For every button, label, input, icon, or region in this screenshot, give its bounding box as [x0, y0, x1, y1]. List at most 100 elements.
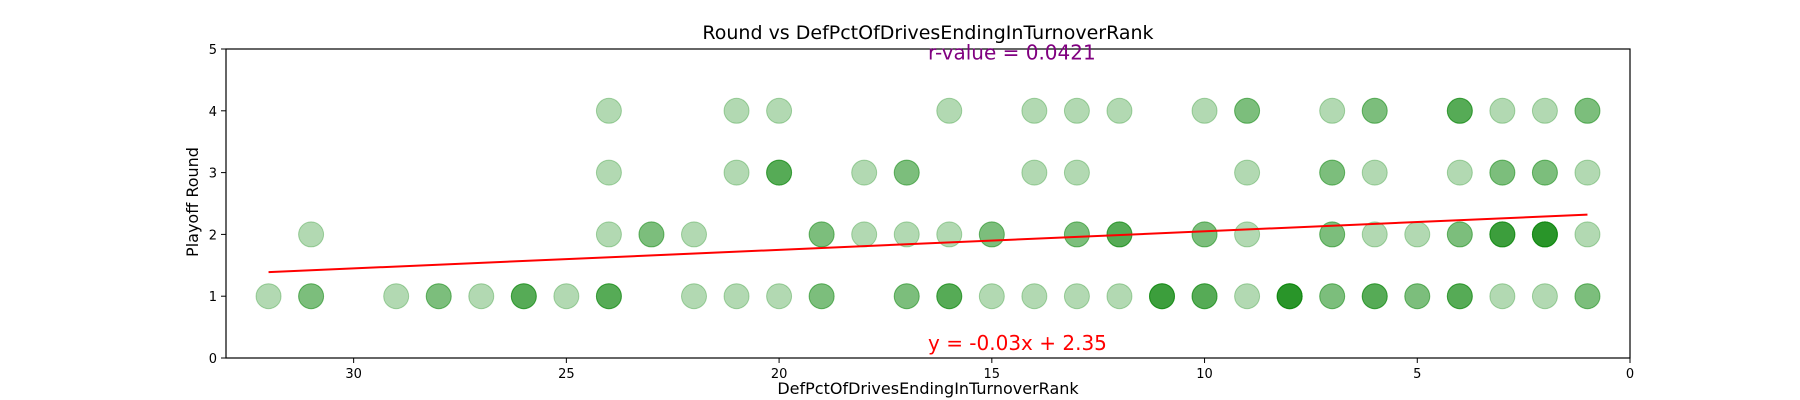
data-point: [1574, 283, 1601, 310]
data-point: [1063, 221, 1090, 248]
y-axis-label: Playoff Round: [183, 147, 202, 257]
data-point: [1404, 283, 1431, 310]
y-tick-label: 1: [209, 290, 217, 305]
x-tick-label: 10: [1196, 367, 1213, 382]
data-point: [1574, 221, 1601, 248]
y-tick-label: 2: [209, 228, 217, 243]
data-point: [425, 283, 452, 310]
data-point: [851, 221, 878, 248]
data-point: [851, 159, 878, 186]
data-point: [1489, 221, 1516, 248]
data-point: [298, 221, 325, 248]
data-point: [808, 283, 835, 310]
data-point: [1361, 221, 1388, 248]
data-point: [1489, 159, 1516, 186]
data-point: [1531, 283, 1558, 310]
data-point: [1276, 283, 1303, 310]
data-point: [893, 221, 920, 248]
data-point: [1446, 97, 1473, 124]
data-point: [1361, 283, 1388, 310]
data-point: [1531, 159, 1558, 186]
data-point: [893, 159, 920, 186]
data-point: [936, 283, 963, 310]
data-point: [1191, 97, 1218, 124]
points-layer: [255, 97, 1601, 310]
y-tick-label: 5: [209, 43, 217, 58]
data-point: [1489, 221, 1516, 248]
data-point: [1531, 221, 1558, 248]
x-tick-label: 30: [345, 367, 362, 382]
data-point: [1489, 97, 1516, 124]
data-point: [1404, 221, 1431, 248]
data-point: [1191, 283, 1218, 310]
data-point: [936, 97, 963, 124]
data-point: [978, 221, 1005, 248]
data-point: [1531, 221, 1558, 248]
data-point: [1021, 159, 1048, 186]
regression-line: [268, 213, 1588, 274]
data-point: [1489, 283, 1516, 310]
data-point: [1361, 159, 1388, 186]
data-point: [766, 159, 793, 186]
data-point: [1149, 283, 1175, 310]
data-point: [255, 283, 282, 310]
data-point: [1319, 159, 1346, 186]
data-point: [1276, 283, 1303, 310]
data-point: [723, 283, 750, 310]
data-point: [1446, 221, 1473, 248]
data-point: [1234, 283, 1261, 310]
data-point: [893, 283, 920, 310]
data-point: [1319, 159, 1346, 186]
data-point: [1276, 283, 1303, 310]
data-point: [936, 283, 963, 310]
x-tick-label: 25: [558, 367, 575, 382]
data-point: [808, 221, 835, 248]
regression-equation-label: y = -0.03x + 2.35: [928, 331, 1107, 355]
data-point: [1319, 221, 1346, 248]
data-point: [978, 283, 1005, 310]
data-point: [1063, 221, 1090, 248]
x-tick-label: 5: [1413, 367, 1421, 382]
data-point: [1149, 283, 1175, 310]
data-point: [298, 283, 325, 310]
data-point: [1574, 283, 1601, 310]
data-point: [553, 283, 580, 310]
data-point: [1574, 97, 1601, 124]
chart-title: Round vs DefPctOfDrivesEndingInTurnoverR…: [702, 22, 1153, 44]
data-point: [383, 283, 410, 310]
x-tick-label: 20: [771, 367, 788, 382]
data-point: [1531, 221, 1558, 248]
data-point: [425, 283, 452, 310]
data-point: [1191, 221, 1218, 248]
data-point: [1319, 221, 1346, 248]
data-point: [1489, 221, 1516, 248]
data-point: [1063, 283, 1090, 310]
data-point: [468, 283, 495, 310]
data-point: [1446, 221, 1473, 248]
data-point: [1531, 221, 1558, 248]
data-point: [1531, 221, 1558, 248]
x-axis-ticks: 30 25 20 15 10 5 0: [345, 358, 1634, 382]
data-point: [1446, 283, 1473, 310]
data-point: [595, 221, 622, 248]
data-point: [766, 159, 793, 186]
data-point: [298, 283, 325, 310]
data-point: [893, 159, 920, 186]
data-point: [1106, 283, 1133, 310]
data-point: [1446, 283, 1473, 310]
data-point: [1063, 97, 1090, 124]
data-point: [510, 283, 537, 310]
data-point: [1319, 283, 1346, 310]
data-point: [510, 283, 537, 310]
data-point: [766, 159, 793, 186]
data-point: [1234, 97, 1261, 124]
data-point: [1149, 283, 1175, 310]
data-point: [1234, 159, 1261, 186]
data-point: [1191, 283, 1218, 310]
y-tick-label: 0: [209, 352, 217, 367]
data-point: [638, 221, 665, 248]
data-point: [595, 283, 622, 310]
data-point: [1361, 283, 1388, 310]
data-point: [1404, 283, 1431, 310]
